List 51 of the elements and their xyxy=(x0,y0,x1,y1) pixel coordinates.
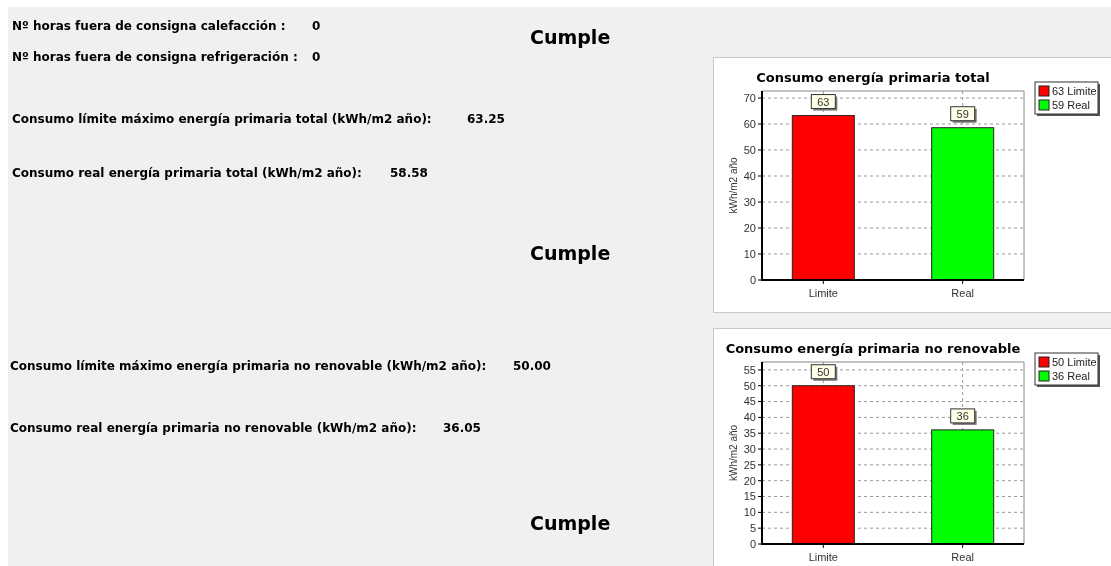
y-tick-label: 0 xyxy=(749,537,756,550)
text: Nº horas fuera de consigna refrigeración : xyxy=(12,50,298,64)
y-tick-label: 60 xyxy=(743,117,756,130)
chart-title: Consumo energía primaria total xyxy=(756,70,990,85)
data-label: 36 xyxy=(956,409,969,422)
x-tick-label: Limite xyxy=(808,287,838,299)
y-tick-label: 40 xyxy=(743,411,756,424)
y-tick-label: 30 xyxy=(743,195,756,208)
text: 63.25 xyxy=(467,112,505,126)
y-tick-label: 5 xyxy=(749,522,756,535)
data-label: 63 xyxy=(817,95,830,108)
text: Nº horas fuera de consigna calefacción : xyxy=(12,19,286,33)
y-tick-label: 45 xyxy=(743,395,756,408)
text: Consumo real energía primaria no renovable (kWh/m2 año): xyxy=(10,421,417,435)
y-tick-label: 10 xyxy=(743,506,756,519)
y-tick-label: 50 xyxy=(743,143,756,156)
y-tick-label: 15 xyxy=(743,490,756,503)
y-tick-label: 25 xyxy=(743,458,756,471)
y-tick-label: 30 xyxy=(743,442,756,455)
text: 0 xyxy=(312,50,321,64)
y-axis-title: kWh/m2 año xyxy=(728,157,739,214)
data-label: 50 xyxy=(817,365,830,378)
text: Cumple xyxy=(530,26,611,48)
legend-label: 63 Limite xyxy=(1052,85,1097,97)
text: 58.58 xyxy=(390,166,428,180)
legend-label: 50 Limite xyxy=(1052,356,1097,368)
y-axis-title: kWh/m2 año xyxy=(728,424,739,482)
chart-title: Consumo energía primaria no renovable xyxy=(725,341,1021,356)
legend-label: 59 Real xyxy=(1052,99,1090,111)
y-tick-label: 20 xyxy=(743,474,756,487)
y-tick-label: 20 xyxy=(743,221,756,234)
y-tick-label: 0 xyxy=(749,273,756,286)
text: Consumo límite máximo energía primaria total (kWh/m2 año): xyxy=(12,112,432,126)
y-tick-label: 70 xyxy=(743,91,756,104)
data-label: 59 xyxy=(956,107,969,120)
x-tick-label: Limite xyxy=(808,551,838,563)
text: 36.05 xyxy=(443,421,481,435)
text: Cumple xyxy=(530,512,611,534)
y-tick-label: 35 xyxy=(743,427,756,440)
y-tick-label: 40 xyxy=(743,169,756,182)
legend-label: 36 Real xyxy=(1052,370,1090,382)
y-tick-label: 50 xyxy=(743,379,756,392)
text: Cumple xyxy=(530,242,611,264)
text: 50.00 xyxy=(513,359,551,373)
x-tick-label: Real xyxy=(951,551,974,563)
x-tick-label: Real xyxy=(951,287,974,299)
text: Consumo real energía primaria total (kWh/m2 año): xyxy=(12,166,362,180)
y-tick-label: 10 xyxy=(743,247,756,260)
text: Consumo límite máximo energía primaria no renovable (kWh/m2 año): xyxy=(10,359,487,373)
y-tick-label: 55 xyxy=(743,363,756,376)
text: 0 xyxy=(312,19,321,33)
